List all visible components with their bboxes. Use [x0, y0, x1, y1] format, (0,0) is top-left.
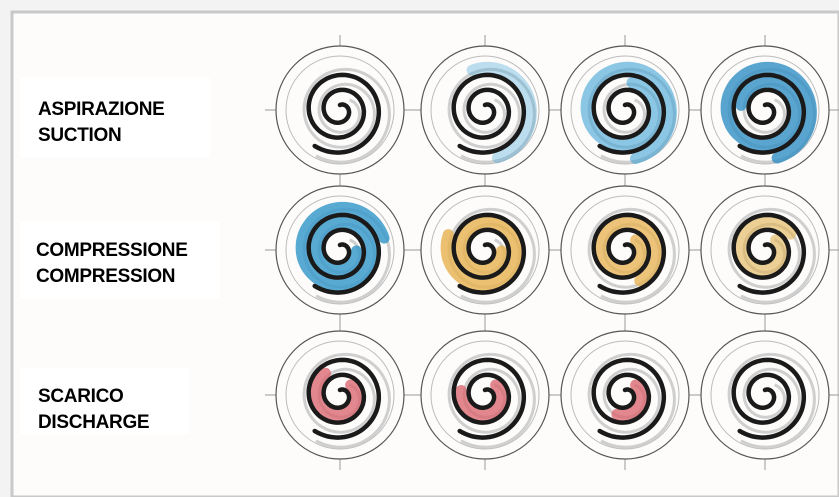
inner-ring [285, 55, 395, 165]
fixed-scroll [731, 357, 807, 440]
fixed-scroll [306, 72, 382, 155]
gas-pocket [720, 61, 817, 164]
outer-ring [700, 185, 830, 315]
row-label-en: DISCHARGE [38, 412, 149, 433]
inner-ring [710, 55, 820, 165]
label-box [20, 222, 220, 298]
inner-ring [570, 195, 680, 305]
gas-pocket [455, 379, 507, 421]
inner-ring [710, 195, 820, 305]
fixed-scroll [451, 212, 527, 295]
fixed-scroll [306, 212, 382, 295]
outer-ring [275, 330, 405, 460]
outer-ring [700, 330, 830, 460]
gas-pocket [580, 61, 677, 164]
outer-ring [275, 45, 405, 175]
inner-ring [285, 195, 395, 305]
outer-ring [420, 330, 550, 460]
inner-ring [570, 340, 680, 450]
row-label-en: COMPRESSION [36, 266, 175, 287]
row-label-it: SCARICO [38, 386, 124, 407]
inner-ring [570, 55, 680, 165]
inner-ring [430, 340, 540, 450]
gas-pocket [440, 216, 522, 291]
row-label-it: COMPRESSIONE [36, 240, 188, 261]
spiral-grid [265, 35, 839, 470]
gas-pocket [466, 61, 537, 164]
gas-pocket [295, 201, 390, 291]
row-label-en: SUCTION [38, 125, 121, 146]
outer-ring [560, 330, 690, 460]
fixed-scroll [591, 212, 667, 295]
gas-pocket [595, 216, 662, 287]
gas-pocket [611, 379, 647, 421]
outer-ring [560, 185, 690, 315]
orbit-scroll [447, 67, 536, 164]
fixed-scroll [731, 212, 807, 295]
inner-ring [285, 340, 395, 450]
inner-ring [710, 340, 820, 450]
label-box [20, 368, 190, 434]
outer-ring [420, 185, 550, 315]
orbit-scroll [302, 67, 391, 164]
inner-ring [430, 55, 540, 165]
inner-ring [430, 195, 540, 305]
fixed-scroll [731, 72, 807, 155]
fixed-scroll [451, 72, 527, 155]
label-box [20, 78, 210, 158]
fixed-scroll [591, 357, 667, 440]
fixed-scroll [306, 357, 382, 440]
fixed-scroll [591, 72, 667, 155]
orbit-scroll [727, 352, 816, 449]
gas-pocket [735, 216, 796, 276]
fixed-scroll [451, 357, 527, 440]
gas-pocket [310, 367, 362, 421]
row-label-it: ASPIRAZIONE [38, 99, 165, 120]
